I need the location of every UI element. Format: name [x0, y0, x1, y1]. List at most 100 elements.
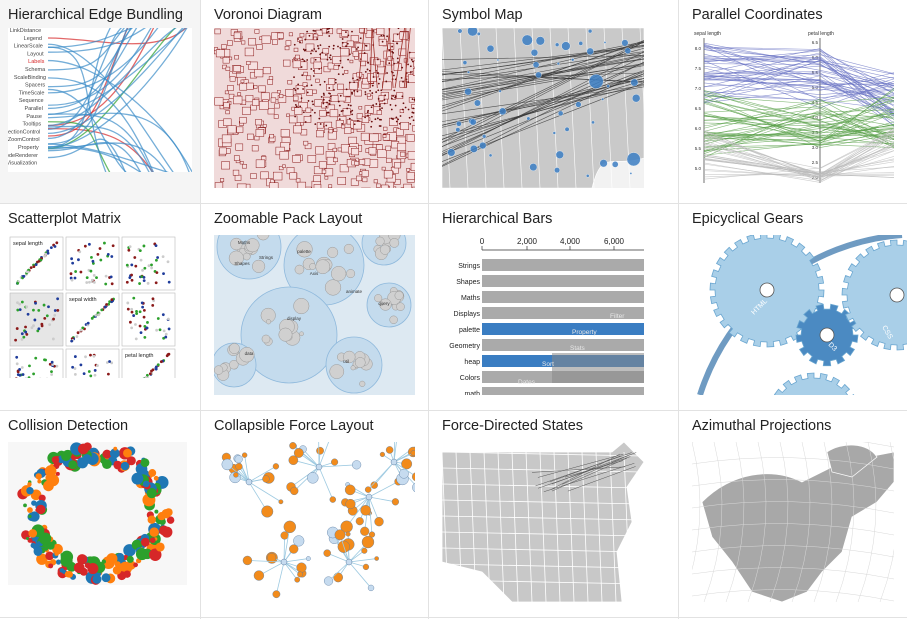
parallel-line [703, 94, 894, 148]
voronoi-thumbnail[interactable] [214, 28, 415, 188]
voronoi-point [356, 90, 359, 93]
gallery-item-title[interactable]: Voronoi Diagram [214, 7, 322, 23]
voronoi-point [347, 34, 350, 37]
gallery-item-title[interactable]: Scatterplot Matrix [8, 211, 121, 227]
voronoi-point [357, 46, 359, 49]
scatter-point [73, 355, 77, 358]
gallery-item-title[interactable]: Epicyclical Gears [692, 211, 804, 227]
edge-bundling-thumbnail[interactable]: LinkDistance Legend LinearScale Layout Label… [8, 28, 192, 172]
gallery-item-title[interactable]: Collapsible Force Layout [214, 418, 374, 434]
collision-node [36, 553, 48, 565]
force-node [345, 531, 351, 537]
scatter-point [148, 372, 152, 376]
gallery-item-azimuthal-projections[interactable]: Azimuthal Projections [679, 411, 907, 617]
graticule [747, 442, 767, 602]
voronoi-point [372, 104, 375, 107]
force-node [379, 451, 385, 458]
gallery-item-title[interactable]: Symbol Map [442, 7, 523, 23]
overlay-label: Dates [518, 379, 536, 386]
parallel-line [703, 78, 894, 101]
scatter-point [20, 300, 24, 304]
force-link [293, 466, 320, 492]
collision-node [68, 460, 78, 470]
collision-node [133, 562, 138, 568]
symbol-map-thumbnail[interactable] [442, 28, 644, 188]
scatter-point [85, 276, 89, 280]
force-link [302, 448, 320, 468]
gallery-item-pack-layout[interactable]: Zoomable Pack Layout Maths Shapes Strings p… [201, 204, 428, 410]
gallery-item-scatterplot-matrix[interactable]: Scatterplot Matrix sepal length sepal wid… [0, 204, 200, 410]
force-link [238, 459, 250, 483]
voronoi-point [353, 81, 356, 84]
symbol-circle [473, 99, 481, 107]
gallery-item-edge-bundling[interactable]: Hierarchical Edge Bundling LinkDistance L… [0, 0, 200, 203]
voronoi-point [303, 49, 306, 52]
collision-node [79, 567, 88, 576]
hierarchical-bars-thumbnail[interactable]: 0 2,000 4,000 6,000 Strings Shapes Maths Displa… [442, 235, 644, 395]
projection-thumbnail[interactable] [692, 442, 894, 602]
gallery-item-parallel-coordinates[interactable]: Parallel Coordinates sepal length petal l… [679, 0, 907, 203]
collision-node [123, 570, 131, 578]
gallery-item-title[interactable]: Force-Directed States [442, 418, 584, 434]
voronoi-point [375, 103, 378, 105]
scatter-point [165, 354, 169, 358]
voronoi-cell [385, 145, 392, 151]
force-node [323, 549, 331, 557]
force-node [410, 450, 415, 457]
gallery-item-hierarchical-bars[interactable]: Hierarchical Bars 0 2,000 4,000 6,000 String… [429, 204, 678, 410]
voronoi-point [375, 91, 378, 93]
gallery-item-title[interactable]: Hierarchical Bars [442, 211, 553, 227]
voronoi-point [388, 62, 391, 65]
gallery-item-title[interactable]: Azimuthal Projections [692, 418, 832, 434]
scatter-point [70, 339, 74, 343]
symbol-circle [469, 118, 477, 126]
scatter-point [50, 373, 54, 376]
gears-thumbnail[interactable]: HTML D3 CSS [692, 235, 907, 395]
gallery-item-title[interactable]: Hierarchical Edge Bundling [8, 7, 183, 23]
parallel-line [703, 165, 894, 178]
scatter-point [15, 327, 19, 330]
symbol-circle [530, 49, 539, 57]
scatter-point [109, 275, 113, 279]
voronoi-point [366, 111, 369, 114]
scatterplot-matrix-thumbnail[interactable]: sepal length sepal width petal length [8, 235, 186, 378]
collision-thumbnail[interactable] [8, 442, 187, 585]
states-thumbnail[interactable] [442, 442, 644, 602]
voronoi-cell [313, 184, 322, 188]
force-node [278, 499, 284, 505]
pack-layout-thumbnail[interactable]: Maths Shapes Strings palette Axis data display… [214, 235, 415, 395]
voronoi-cell [332, 147, 337, 152]
gear [773, 372, 855, 395]
state-border [567, 451, 575, 602]
gallery-item-force-directed-states[interactable]: Force-Directed States [429, 411, 678, 617]
bundle-label: PanZoomControl [8, 137, 40, 143]
scatter-point [103, 241, 106, 245]
parallel-line [703, 133, 894, 176]
gallery-item-voronoi[interactable]: Voronoi Diagram [201, 0, 428, 203]
voronoi-point [299, 105, 302, 108]
symbol-circle [599, 159, 608, 168]
voronoi-cell [221, 44, 227, 50]
voronoi-cell [350, 178, 359, 186]
gallery-item-title[interactable]: Parallel Coordinates [692, 7, 823, 23]
gallery-item-symbol-map[interactable]: Symbol Map [429, 0, 678, 203]
collision-node [60, 554, 73, 567]
symbol-circle [555, 150, 564, 159]
parallel-coordinates-thumbnail[interactable]: sepal length petal length 8.0 7.5 7.0 6.5 6.0 5… [692, 28, 894, 188]
scatter-point [96, 364, 99, 367]
gear-hub [759, 282, 775, 298]
gallery-item-title[interactable]: Zoomable Pack Layout [214, 211, 363, 227]
tick-label: 5.5 [812, 70, 819, 75]
bar-label: palette [459, 327, 480, 334]
graticule [725, 442, 745, 602]
gallery-item-title[interactable]: Collision Detection [8, 418, 129, 434]
voronoi-cell [354, 89, 362, 97]
scatter-point [155, 328, 159, 332]
gallery-item-collision-detection[interactable]: Collision Detection [0, 411, 200, 617]
voronoi-point [299, 41, 301, 44]
force-layout-thumbnail[interactable] [214, 442, 415, 602]
gallery-item-force-layout[interactable]: Collapsible Force Layout [201, 411, 428, 617]
voronoi-point [392, 118, 394, 120]
scatter-point [91, 259, 95, 263]
gallery-item-gears[interactable]: Epicyclical Gears HTML D3 CSS [679, 204, 907, 410]
